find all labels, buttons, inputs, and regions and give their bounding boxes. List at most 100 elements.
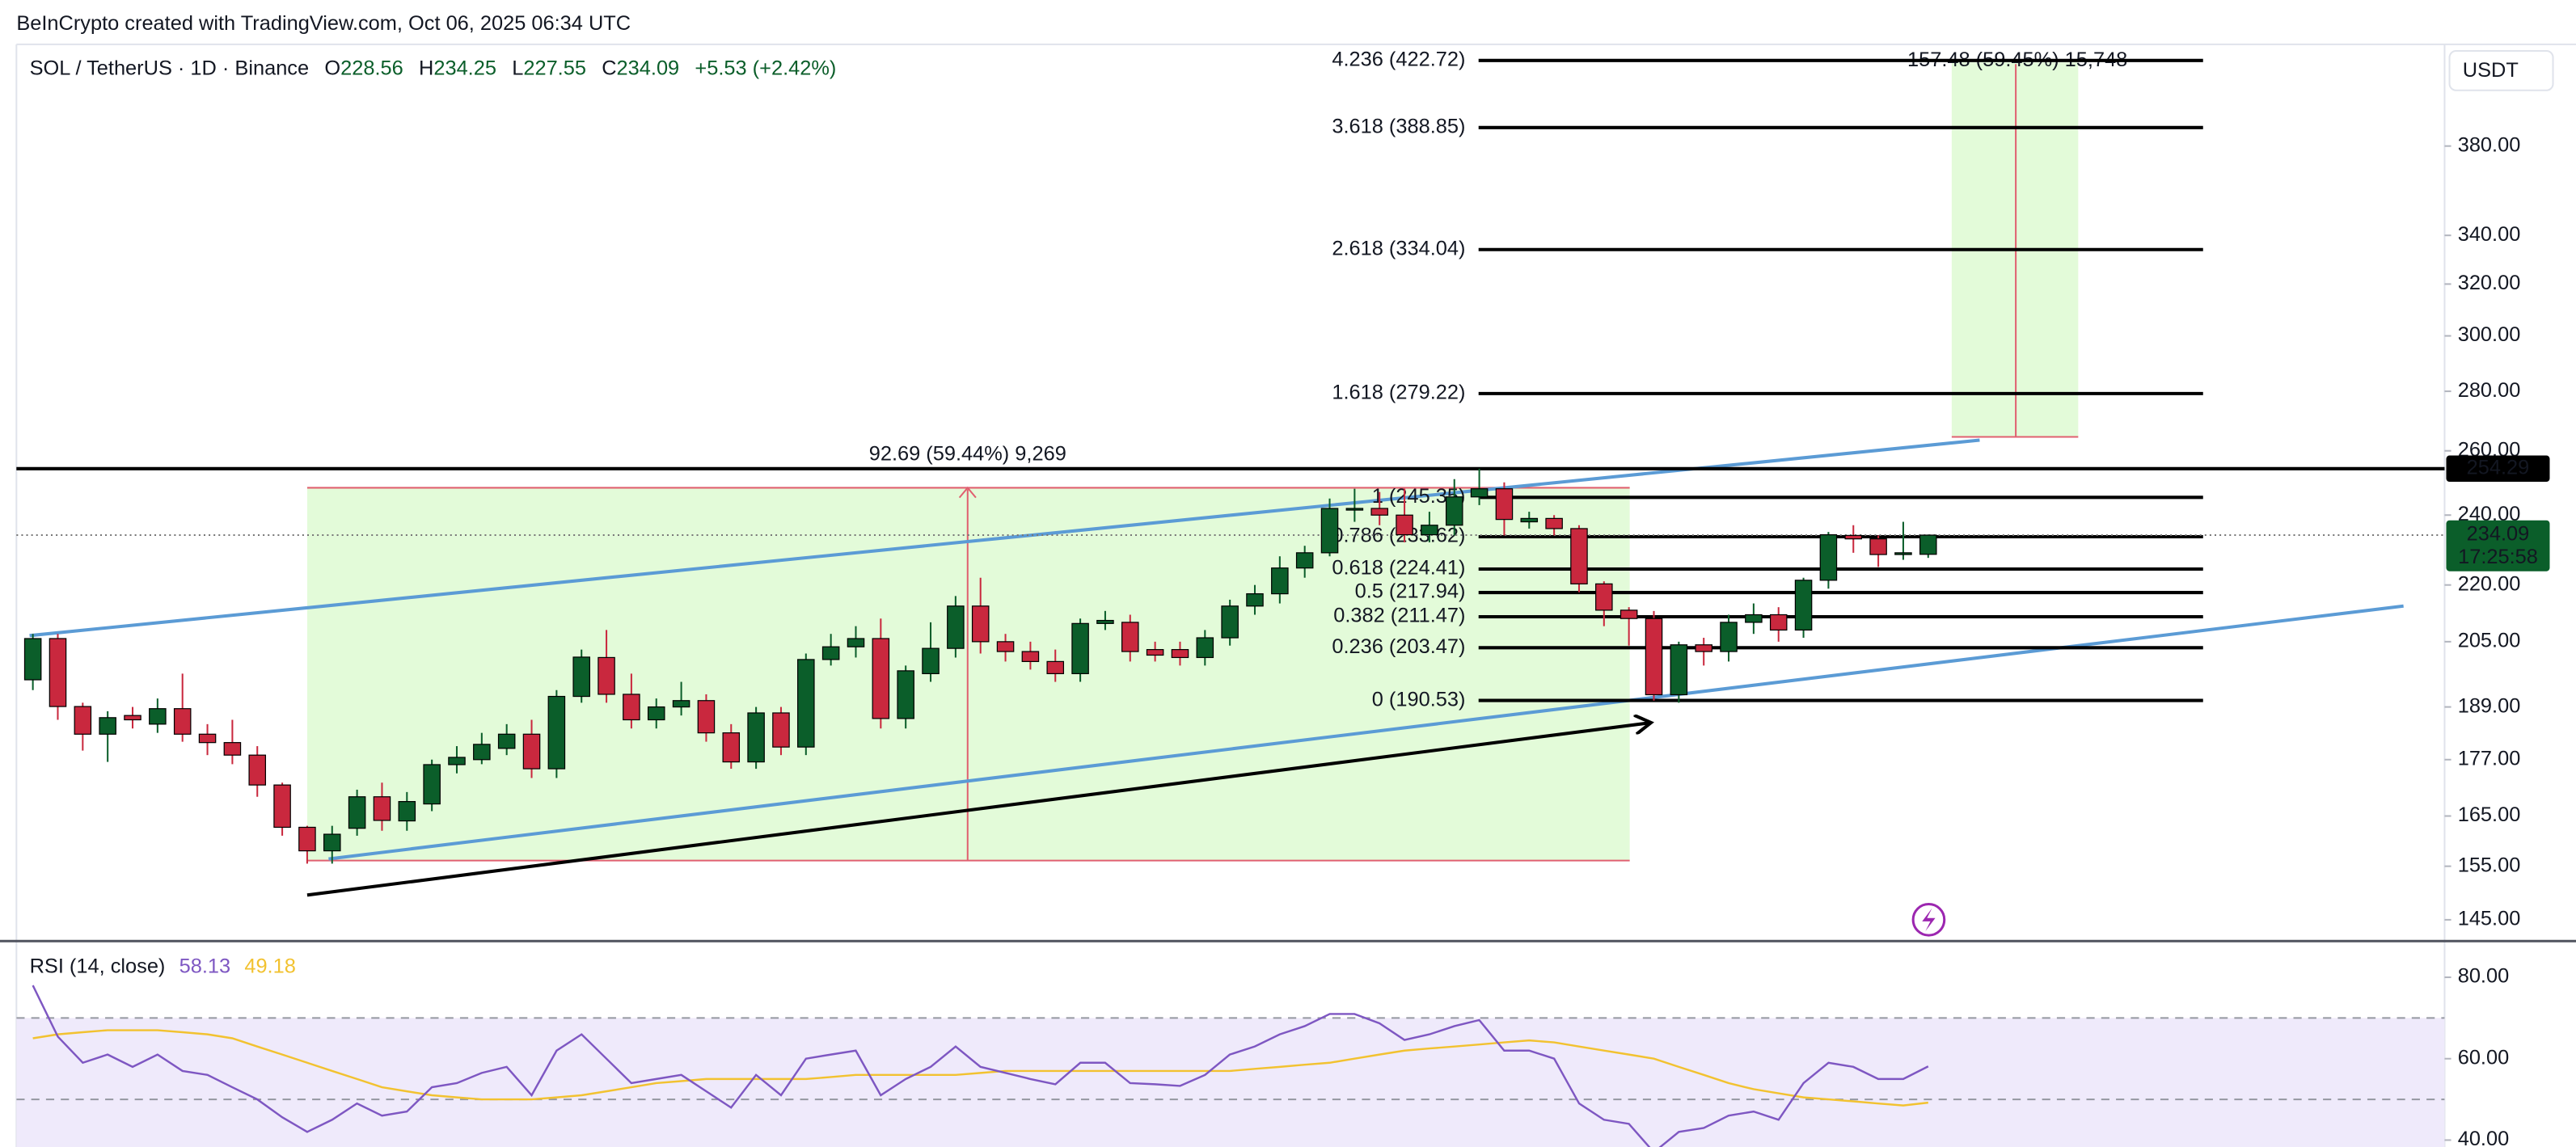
candle-body — [947, 605, 965, 649]
price-tag-label: 254.29 — [2467, 456, 2530, 479]
legend-change: +5.53 (+2.42%) — [695, 57, 836, 79]
y-tick-label: 177.00 — [2458, 747, 2521, 770]
candle-body — [847, 638, 865, 647]
rsi-title: RSI (14, close) — [30, 955, 166, 977]
candle-body — [23, 638, 42, 681]
symbol-legend: SOL / TetherUS · 1D · Binance O228.56 H2… — [30, 57, 837, 79]
candle-body — [198, 733, 217, 744]
candle-body — [772, 712, 790, 748]
currency-box — [2448, 49, 2554, 91]
candle-body — [1370, 508, 1388, 516]
rsi-band — [16, 1018, 2445, 1147]
y-tick-label: 60.00 — [2458, 1046, 2510, 1069]
y-tick-label: 165.00 — [2458, 803, 2521, 826]
candle-body — [1046, 660, 1065, 675]
candle-body — [1819, 533, 1838, 581]
fib-label: 0 (190.53) — [1372, 688, 1466, 711]
candle-body — [298, 826, 316, 852]
candle-body — [1320, 508, 1339, 554]
candle-body — [373, 796, 391, 821]
fib-label: 2.618 (334.04) — [1332, 237, 1465, 259]
candle-body — [497, 733, 516, 749]
candle-body — [1146, 648, 1164, 656]
candle-body — [1445, 496, 1463, 526]
range-arrow-head — [958, 486, 977, 499]
candle-body — [922, 647, 940, 675]
candle-body — [547, 695, 566, 770]
candle-body — [1421, 525, 1438, 536]
legend-high: 234.25 — [433, 57, 496, 79]
candle-body — [996, 641, 1015, 652]
candle-body — [1794, 580, 1813, 631]
candle-body — [223, 742, 242, 756]
candle-body — [323, 833, 341, 852]
measure-label: 92.69 (59.44%) 9,269 — [869, 443, 1066, 466]
candle-body — [423, 764, 441, 805]
fib-label: 1.618 (279.22) — [1332, 382, 1465, 404]
rsi-ma-value: 49.18 — [244, 955, 296, 977]
y-tick-label: 80.00 — [2458, 965, 2510, 988]
legend-close: 234.09 — [617, 57, 680, 79]
rsi-line — [32, 985, 1929, 1147]
candle-body — [572, 656, 590, 698]
price-tag — [2446, 455, 2550, 483]
candle-body — [722, 732, 741, 763]
y-tick-label: 145.00 — [2458, 908, 2521, 930]
fib-label: 0.618 (224.41) — [1332, 557, 1465, 580]
y-tick-label: 300.00 — [2458, 323, 2521, 346]
candle-body — [398, 801, 416, 822]
y-tick-label: 340.00 — [2458, 223, 2521, 246]
candle-body — [1196, 637, 1214, 659]
candle-body — [1096, 619, 1114, 624]
candle-body — [473, 744, 491, 761]
y-tick-label: 155.00 — [2458, 854, 2521, 876]
candle-body — [1071, 622, 1089, 675]
candle-body — [821, 646, 840, 660]
y-tick-label: 189.00 — [2458, 694, 2521, 717]
channel-upper — [29, 438, 1980, 638]
candle-body — [74, 706, 92, 735]
candle-body — [1295, 552, 1314, 569]
candle-body — [872, 638, 890, 719]
candle-body — [448, 757, 466, 765]
candle-body — [1495, 488, 1514, 521]
candle-body — [797, 659, 815, 748]
y-tick-label: 220.00 — [2458, 572, 2521, 595]
legend-key: L — [512, 57, 523, 79]
candle-body — [1919, 534, 1937, 555]
candle-body — [1894, 552, 1912, 555]
fib-label: 0.382 (211.47) — [1333, 605, 1465, 627]
y-tick-label: 380.00 — [2458, 133, 2521, 156]
candle-body — [747, 712, 765, 763]
candle-body — [1645, 618, 1663, 696]
rsi-ma-line — [32, 1029, 1928, 1107]
candle-body — [1345, 508, 1364, 511]
candle-body — [1869, 538, 1887, 555]
candle-body — [598, 656, 615, 695]
fib-label: 3.618 (388.85) — [1332, 116, 1465, 138]
candle-body — [1745, 614, 1763, 623]
candle-body — [1545, 517, 1563, 529]
legend-open: 228.56 — [340, 57, 403, 79]
y-tick-label: 280.00 — [2458, 379, 2521, 402]
candle-body — [248, 754, 267, 786]
candle-body — [149, 708, 167, 725]
candle-body — [1121, 622, 1139, 652]
candle-body — [1021, 651, 1040, 663]
candle-body — [1670, 644, 1688, 696]
candle-body — [49, 638, 67, 707]
candle-body — [897, 670, 914, 719]
fib-label: 0.236 (203.47) — [1332, 635, 1465, 658]
candle-body — [99, 717, 116, 735]
candle-body — [1570, 528, 1588, 584]
candle-body — [273, 784, 291, 829]
candle-body — [348, 796, 366, 829]
y-tick-label: 320.00 — [2458, 272, 2521, 294]
candle-body — [124, 715, 141, 721]
rsi-value: 58.13 — [179, 955, 231, 977]
legend-low: 227.55 — [523, 57, 586, 79]
candle-body — [1595, 583, 1613, 611]
symbol: SOL / TetherUS · 1D · Binance — [30, 57, 310, 79]
